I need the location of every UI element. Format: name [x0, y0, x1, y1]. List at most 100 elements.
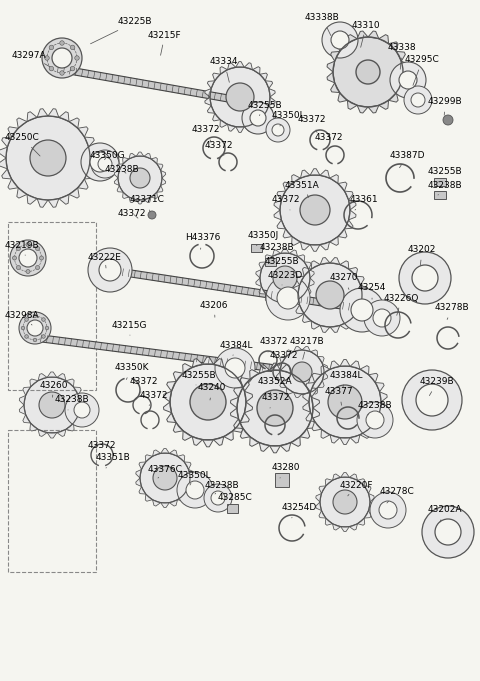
Polygon shape — [173, 422, 183, 432]
Polygon shape — [192, 359, 203, 368]
Polygon shape — [348, 35, 357, 44]
Polygon shape — [273, 300, 281, 306]
Circle shape — [36, 266, 39, 270]
Polygon shape — [312, 422, 322, 430]
Polygon shape — [37, 334, 273, 371]
Circle shape — [412, 265, 438, 291]
Polygon shape — [369, 502, 374, 511]
Text: 43278B: 43278B — [435, 304, 469, 319]
Polygon shape — [327, 61, 335, 72]
Polygon shape — [369, 494, 374, 502]
Polygon shape — [349, 474, 358, 480]
Circle shape — [170, 364, 246, 440]
Polygon shape — [330, 236, 338, 245]
Polygon shape — [129, 153, 136, 159]
Polygon shape — [300, 170, 310, 178]
Polygon shape — [292, 236, 300, 245]
Circle shape — [390, 62, 426, 98]
Circle shape — [298, 263, 362, 327]
Polygon shape — [108, 266, 359, 311]
Polygon shape — [220, 67, 228, 74]
Text: 43239B: 43239B — [420, 377, 455, 396]
Polygon shape — [2, 169, 12, 179]
Polygon shape — [139, 486, 146, 494]
Polygon shape — [244, 63, 252, 69]
Polygon shape — [233, 422, 243, 432]
Polygon shape — [265, 81, 273, 89]
Polygon shape — [214, 359, 224, 368]
Polygon shape — [234, 387, 243, 397]
Circle shape — [266, 118, 290, 142]
Polygon shape — [333, 524, 341, 530]
Circle shape — [237, 370, 313, 446]
Polygon shape — [203, 440, 214, 447]
Circle shape — [52, 48, 72, 68]
Polygon shape — [203, 357, 214, 364]
Polygon shape — [296, 276, 304, 285]
Polygon shape — [244, 125, 252, 131]
Polygon shape — [380, 402, 387, 412]
Polygon shape — [78, 127, 88, 137]
Polygon shape — [273, 250, 281, 256]
Polygon shape — [59, 112, 69, 122]
Polygon shape — [302, 314, 311, 323]
Circle shape — [81, 143, 119, 181]
Polygon shape — [17, 118, 27, 128]
Polygon shape — [78, 179, 88, 189]
Circle shape — [210, 67, 270, 127]
Polygon shape — [302, 347, 311, 351]
Text: 43298A: 43298A — [5, 311, 40, 325]
Circle shape — [356, 60, 380, 84]
Polygon shape — [234, 419, 243, 428]
Polygon shape — [122, 192, 129, 198]
Text: 43226Q: 43226Q — [384, 294, 420, 315]
Polygon shape — [136, 152, 144, 157]
Polygon shape — [321, 366, 330, 375]
Polygon shape — [270, 445, 280, 453]
Polygon shape — [8, 127, 18, 137]
Polygon shape — [396, 83, 406, 93]
Polygon shape — [325, 518, 333, 525]
Polygon shape — [338, 93, 348, 102]
Polygon shape — [136, 478, 142, 486]
Polygon shape — [265, 294, 273, 301]
Circle shape — [153, 466, 177, 490]
Polygon shape — [27, 194, 37, 204]
Polygon shape — [364, 511, 371, 518]
Polygon shape — [233, 372, 243, 381]
Text: 43220F: 43220F — [340, 481, 373, 496]
Polygon shape — [364, 486, 371, 494]
Polygon shape — [379, 100, 389, 110]
Polygon shape — [161, 449, 169, 454]
Circle shape — [292, 362, 312, 382]
Circle shape — [49, 45, 54, 50]
Text: 43372: 43372 — [140, 390, 168, 405]
Polygon shape — [345, 220, 353, 229]
Bar — [434, 191, 446, 199]
Text: 43238B: 43238B — [205, 481, 240, 494]
Polygon shape — [192, 437, 203, 445]
Polygon shape — [27, 112, 37, 122]
Polygon shape — [330, 174, 338, 184]
Circle shape — [98, 157, 112, 171]
Polygon shape — [340, 321, 349, 329]
Polygon shape — [358, 518, 365, 525]
Polygon shape — [298, 294, 305, 301]
Polygon shape — [325, 479, 333, 486]
Text: 43372: 43372 — [118, 208, 146, 218]
Text: 43202A: 43202A — [428, 505, 463, 522]
Polygon shape — [316, 494, 322, 502]
Polygon shape — [256, 270, 262, 278]
Polygon shape — [129, 197, 136, 203]
Polygon shape — [205, 89, 211, 97]
Polygon shape — [19, 396, 26, 405]
Polygon shape — [369, 422, 378, 430]
Polygon shape — [178, 494, 185, 501]
Polygon shape — [23, 415, 31, 423]
Polygon shape — [350, 434, 360, 443]
Polygon shape — [318, 381, 324, 387]
Polygon shape — [289, 300, 298, 306]
Text: 43202: 43202 — [408, 245, 436, 265]
Polygon shape — [340, 261, 349, 269]
Polygon shape — [57, 429, 66, 437]
